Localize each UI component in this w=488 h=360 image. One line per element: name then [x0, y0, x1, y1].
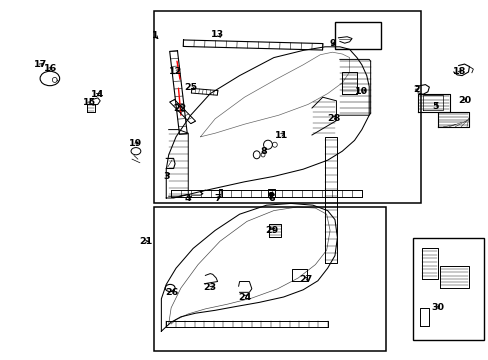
Text: 30: 30 [430, 303, 443, 312]
Bar [154, 11, 420, 203]
Bar [412, 238, 483, 340]
Text: 15: 15 [83, 98, 96, 107]
Bar [154, 207, 386, 351]
Text: 7: 7 [214, 194, 221, 203]
Text: 26: 26 [165, 288, 179, 297]
Text: 3: 3 [163, 172, 169, 181]
Text: 29: 29 [265, 226, 279, 235]
Text: 14: 14 [91, 90, 104, 99]
Text: 23: 23 [203, 284, 216, 292]
Text: 21: 21 [139, 237, 152, 246]
Text: 5: 5 [431, 102, 438, 111]
Text: 2: 2 [412, 85, 419, 94]
Text: 10: 10 [355, 87, 367, 96]
Text: 4: 4 [184, 194, 191, 203]
Bar [334, 22, 381, 49]
Text: 1: 1 [152, 31, 159, 40]
Text: 17: 17 [34, 60, 47, 69]
Text: 20: 20 [457, 96, 470, 105]
Text: 6: 6 [267, 194, 274, 203]
Text: 16: 16 [43, 64, 57, 73]
Text: 9: 9 [328, 39, 335, 48]
Text: 25: 25 [184, 83, 197, 91]
Text: 12: 12 [169, 68, 183, 77]
Text: 8: 8 [260, 147, 267, 156]
Text: 19: 19 [129, 139, 142, 148]
Text: 24: 24 [237, 292, 251, 302]
Text: 22: 22 [172, 104, 186, 112]
Text: 11: 11 [274, 130, 287, 139]
Text: 13: 13 [211, 30, 224, 39]
Text: 28: 28 [326, 113, 340, 122]
Text: 27: 27 [298, 274, 312, 284]
Text: 18: 18 [452, 68, 466, 77]
Circle shape [268, 193, 273, 196]
